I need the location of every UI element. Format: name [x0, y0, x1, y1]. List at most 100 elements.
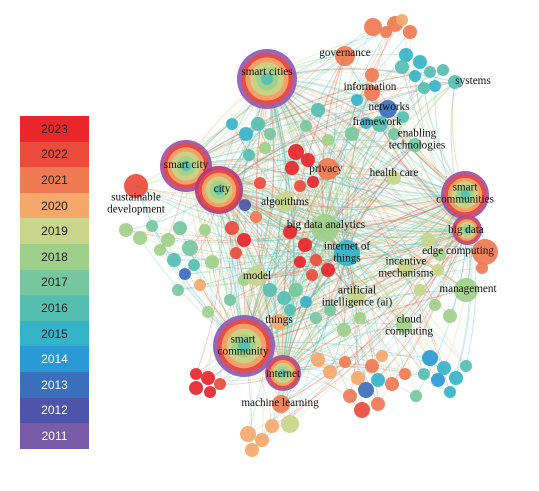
keyword-node [422, 350, 438, 366]
keyword-node-internet [279, 369, 287, 377]
keyword-node [298, 238, 312, 252]
legend-year-2018: 2018 [20, 243, 89, 270]
legend-year-2011: 2011 [20, 423, 89, 449]
co-occurrence-link [284, 201, 468, 232]
keyword-node [301, 153, 315, 167]
keyword-node [409, 70, 421, 82]
keyword-node-things [271, 314, 287, 330]
keyword-node [294, 256, 306, 268]
keyword-node [443, 309, 457, 323]
keyword-node [437, 64, 449, 76]
keyword-node-networks [379, 100, 397, 118]
co-occurrence-link [185, 132, 395, 167]
keyword-node-information [364, 85, 380, 101]
keyword-node [429, 299, 441, 311]
co-occurrence-link [266, 78, 417, 397]
co-occurrence-link [255, 229, 468, 277]
legend-year-2023: 2023 [20, 116, 89, 142]
co-occurrence-link [243, 116, 404, 347]
co-occurrence-link [266, 78, 445, 369]
co-occurrence-link [266, 78, 363, 411]
co-occurrence-link [207, 229, 468, 313]
co-occurrence-link [282, 69, 444, 374]
co-occurrence-link [278, 194, 466, 323]
keyword-label-networks: networks [368, 101, 410, 114]
keyword-node [173, 221, 187, 235]
co-occurrence-link [324, 19, 403, 229]
co-occurrence-link [324, 227, 468, 239]
co-occurrence-link [125, 227, 326, 242]
keyword-node-sustainable-development [124, 174, 148, 198]
keyword-node [237, 233, 251, 247]
keyword-node [179, 268, 191, 280]
co-occurrence-link [218, 144, 416, 191]
keyword-node [418, 82, 430, 94]
keyword-node-edge-computing [472, 239, 498, 265]
keyword-label-city: city [213, 183, 231, 196]
legend-year-2014: 2014 [20, 346, 89, 372]
co-occurrence-link [209, 189, 228, 393]
co-occurrence-link [135, 185, 468, 235]
keyword-node [395, 60, 409, 74]
co-occurrence-link [185, 139, 416, 167]
keyword-node [343, 389, 357, 403]
co-occurrence-link [282, 81, 456, 374]
keyword-node-incentive-mechanisms [398, 260, 414, 276]
keyword-node [396, 14, 408, 26]
keyword-node [307, 176, 319, 188]
keyword-node-smart-community [237, 339, 251, 353]
keyword-node [251, 117, 265, 131]
legend-year-2013: 2013 [20, 371, 89, 398]
co-occurrence-link [324, 61, 421, 229]
keyword-node [460, 360, 472, 372]
legend-year-2017: 2017 [20, 269, 89, 296]
keyword-node [188, 259, 200, 271]
keyword-node-systems [448, 75, 462, 89]
co-occurrence-link [327, 168, 468, 231]
co-occurrence-link [329, 252, 349, 373]
keyword-label-privacy: privacy [309, 163, 343, 176]
keyword-node [324, 304, 336, 316]
keyword-label-smart-communities: smart communities [436, 181, 494, 205]
co-occurrence-link [255, 194, 466, 277]
keyword-label-health-care: health care [369, 167, 419, 180]
co-occurrence-link [282, 289, 421, 374]
co-occurrence-link [281, 181, 314, 374]
co-occurrence-link [257, 123, 466, 196]
keyword-node [397, 111, 409, 123]
keyword-node [190, 368, 202, 380]
legend-year-2015: 2015 [20, 320, 89, 347]
keyword-node [239, 199, 251, 211]
co-occurrence-link [243, 123, 381, 347]
keyword-node [322, 134, 334, 146]
keyword-label-algorithms: algorithms [261, 196, 309, 209]
keyword-node [311, 103, 325, 117]
keyword-node [205, 255, 219, 269]
keyword-node [182, 240, 198, 256]
co-occurrence-link [218, 189, 457, 379]
co-occurrence-link [282, 71, 431, 374]
keyword-node-model [246, 266, 266, 286]
co-occurrence-link [243, 251, 486, 347]
keyword-node [154, 244, 166, 256]
keyword-node [254, 177, 266, 189]
co-occurrence-link [346, 123, 381, 254]
keyword-node [351, 94, 363, 106]
co-occurrence-link [346, 81, 456, 254]
keyword-node [371, 397, 385, 411]
co-occurrence-link [185, 165, 213, 379]
keyword-label-big-data-analytics: big data analytics [286, 219, 366, 232]
keyword-node [434, 249, 446, 261]
keyword-node [294, 180, 306, 192]
keyword-node [399, 368, 411, 380]
co-occurrence-link [324, 87, 425, 229]
keyword-node [119, 223, 133, 237]
keyword-node [364, 18, 382, 36]
keyword-node [259, 142, 271, 154]
co-occurrence-link [346, 144, 416, 254]
keyword-node [230, 247, 242, 259]
co-occurrence-link [282, 194, 466, 374]
keyword-label-enabling-technologies: enabling technologies [388, 127, 446, 151]
co-occurrence-link [282, 99, 358, 374]
